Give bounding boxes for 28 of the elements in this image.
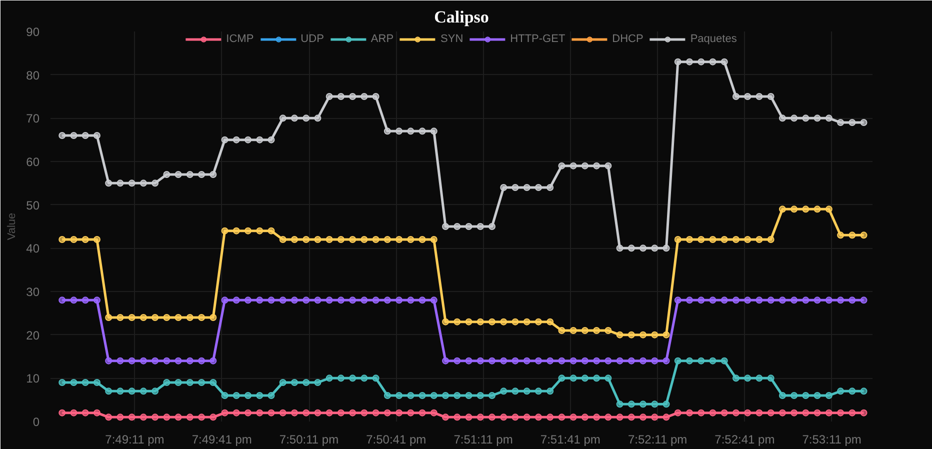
x-tick-label: 7:49:11 pm [105, 432, 164, 446]
y-tick-label: 50 [26, 198, 40, 212]
chart-title: Calipso [434, 8, 489, 26]
x-tick-label: 7:49:41 pm [192, 432, 252, 446]
y-axis-title: Value [6, 212, 18, 240]
x-tick-label: 7:51:41 pm [540, 432, 600, 446]
x-tick-label: 7:50:11 pm [279, 432, 339, 446]
y-tick-label: 80 [26, 68, 40, 82]
y-tick-label: 30 [26, 285, 40, 299]
legend-label: Paquetes [690, 33, 737, 45]
legend-label: ICMP [226, 33, 254, 45]
y-tick-label: 60 [26, 155, 40, 169]
x-tick-label: 7:50:41 pm [366, 432, 426, 446]
y-tick-label: 0 [32, 415, 40, 429]
x-tick-label: 7:52:41 pm [714, 432, 775, 446]
legend-label: SYN [440, 33, 464, 45]
legend-label: HTTP-GET [510, 33, 566, 45]
y-tick-label: 40 [26, 242, 40, 256]
x-tick-label: 7:53:11 pm [802, 432, 862, 446]
legend-label: DHCP [612, 33, 644, 45]
legend-label: ARP [370, 33, 394, 45]
y-tick-label: 10 [26, 372, 40, 386]
y-tick-label: 90 [26, 25, 40, 39]
x-tick-label: 7:51:11 pm [454, 432, 513, 446]
legend-label: UDP [300, 33, 324, 45]
x-tick-label: 7:52:11 pm [628, 432, 688, 446]
y-tick-label: 70 [26, 112, 40, 126]
y-tick-label: 20 [26, 328, 40, 342]
